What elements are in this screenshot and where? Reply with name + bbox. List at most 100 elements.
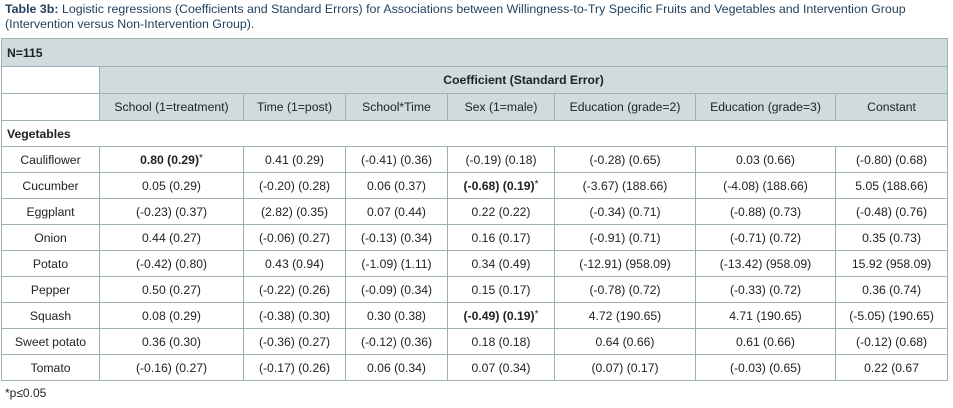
regression-table: N=115 Coefficient (Standard Error) Schoo… <box>0 38 949 381</box>
table-cell: (-0.88) (0.73) <box>695 198 836 225</box>
table-row: Tomato (-0.16) (0.27) (-0.17) (0.26) 0.06 (… <box>1 354 949 381</box>
row-label: Pepper <box>1 276 100 303</box>
cell-value: 0.36 (0.30) <box>142 334 201 349</box>
table-row: Cauliflower 0.80 (0.29)* 0.41 (0.29) (-0.41… <box>1 146 949 173</box>
cell-value: 0.22 (0.22) <box>471 204 531 219</box>
table-body: Cauliflower 0.80 (0.29)* 0.41 (0.29) (-0.41… <box>1 146 949 381</box>
column-header: Education (grade=3) <box>695 93 836 121</box>
cell-value: 0.08 (0.29) <box>142 308 201 323</box>
cell-value: (-13.42) (958.09) <box>719 256 812 271</box>
table-cell: (-0.42) (0.80) <box>99 250 244 277</box>
table-cell: 0.06 (0.37) <box>345 172 448 199</box>
table-cell: (-0.34) (0.71) <box>554 198 696 225</box>
table-row: Eggplant (-0.23) (0.37) (2.82) (0.35) 0.07 … <box>1 198 949 225</box>
cell-value: 5.05 (188.66) <box>855 178 928 193</box>
cell-value: 0.15 (0.17) <box>471 282 531 297</box>
table-cell: 0.41 (0.29) <box>243 146 346 173</box>
table-cell: (-1.09) (1.11) <box>345 250 448 277</box>
cell-value: 0.41 (0.29) <box>265 152 324 167</box>
cell-value: (-0.49) (0.19) <box>463 308 535 323</box>
table-cell: (-0.48) (0.76) <box>834 198 949 225</box>
row-label: Tomato <box>1 354 100 381</box>
cell-value: (-3.67) (188.66) <box>582 178 668 193</box>
cell-value: (-0.80) (0.68) <box>855 152 928 167</box>
significance-marker: * <box>534 178 539 190</box>
cell-value: (-1.09) (1.11) <box>361 256 432 271</box>
table-cell: (-0.49) (0.19)* <box>447 302 555 329</box>
cell-value: 0.06 (0.34) <box>367 360 426 375</box>
cell-value: (-0.16) (0.27) <box>135 360 208 375</box>
cell-value: (-0.12) (0.36) <box>360 334 433 349</box>
table-cell: (-0.71) (0.72) <box>695 224 836 251</box>
cell-value: 0.61 (0.66) <box>736 334 795 349</box>
cell-value: (-0.41) (0.36) <box>360 152 433 167</box>
table-cell: (-0.41) (0.36) <box>345 146 448 173</box>
cell-value: (-5.05) (190.65) <box>849 308 934 323</box>
table-row: Potato (-0.42) (0.80) 0.43 (0.94) (-1.09) (… <box>1 250 949 277</box>
table-cell: 0.80 (0.29)* <box>99 146 244 173</box>
row-label: Cucumber <box>1 172 100 199</box>
cell-value: 0.80 (0.29) <box>140 152 200 167</box>
cell-value: (-0.22) (0.26) <box>258 282 331 297</box>
cell-value: 4.72 (190.65) <box>588 308 662 323</box>
table-cell: 0.36 (0.74) <box>834 276 949 303</box>
cell-value: (-0.19) (0.18) <box>465 152 537 167</box>
table-row: Pepper 0.50 (0.27) (-0.22) (0.26) (-0.09) (… <box>1 276 949 303</box>
cell-value: 0.50 (0.27) <box>142 282 201 297</box>
table-cell: 0.03 (0.66) <box>695 146 836 173</box>
table-cell: (-5.05) (190.65) <box>834 302 949 329</box>
column-header: Education (grade=2) <box>554 93 696 121</box>
cell-value: 0.07 (0.34) <box>471 360 531 375</box>
cell-value: (-0.36) (0.27) <box>258 334 331 349</box>
table-cell: (-0.12) (0.68) <box>834 328 949 355</box>
table-cell: (-0.03) (0.65) <box>695 354 836 381</box>
table-cell: 15.92 (958.09) <box>834 250 949 277</box>
cell-value: 15.92 (958.09) <box>851 256 932 271</box>
table-cell: 0.15 (0.17) <box>447 276 555 303</box>
table-cell: 0.07 (0.44) <box>345 198 448 225</box>
section-label: Vegetables <box>0 120 949 147</box>
cell-value: (-0.48) (0.76) <box>855 204 928 219</box>
table-cell: (-4.08) (188.66) <box>695 172 836 199</box>
table-row: Cucumber 0.05 (0.29) (-0.20) (0.28) 0.06 (0… <box>1 172 949 199</box>
column-header: Constant <box>834 93 949 121</box>
table-cell: 0.08 (0.29) <box>99 302 244 329</box>
table-cell: (-12.91) (958.09) <box>554 250 696 277</box>
table-cell: 0.36 (0.30) <box>99 328 244 355</box>
table-cell: 0.05 (0.29) <box>99 172 244 199</box>
table-caption: Table 3b: Logistic regressions (Coeffici… <box>5 2 950 32</box>
footnote: *p≤0.05 <box>5 386 47 400</box>
cell-value: (-0.06) (0.27) <box>258 230 331 245</box>
table-cell: 0.35 (0.73) <box>834 224 949 251</box>
table-cell: 0.16 (0.17) <box>447 224 555 251</box>
cell-value: (-0.28) (0.65) <box>589 152 661 167</box>
cell-value: (-0.23) (0.37) <box>135 204 208 219</box>
table-cell: (-0.80) (0.68) <box>834 146 949 173</box>
table-cell: 0.64 (0.66) <box>554 328 696 355</box>
table-cell: 0.06 (0.34) <box>345 354 448 381</box>
table-cell: (-0.09) (0.34) <box>345 276 448 303</box>
cell-value: (-0.91) (0.71) <box>589 230 661 245</box>
cell-value: (-0.12) (0.68) <box>855 334 928 349</box>
cell-value: (-0.09) (0.34) <box>360 282 433 297</box>
cell-value: 0.06 (0.37) <box>367 178 426 193</box>
table-cell: (-0.06) (0.27) <box>243 224 346 251</box>
table-cell: 0.07 (0.34) <box>447 354 555 381</box>
table-cell: 0.34 (0.49) <box>447 250 555 277</box>
cell-value: (-0.03) (0.65) <box>729 360 802 375</box>
cell-value: (-0.71) (0.72) <box>729 230 802 245</box>
cell-value: (2.82) (0.35) <box>260 204 329 219</box>
coefficient-header: Coefficient (Standard Error) <box>98 66 949 94</box>
column-header: Time (1=post) <box>243 93 346 121</box>
cell-value: 0.07 (0.44) <box>367 204 426 219</box>
table-cell: (-13.42) (958.09) <box>695 250 836 277</box>
cell-value: (-0.38) (0.30) <box>258 308 331 323</box>
table-cell: 0.22 (0.22) <box>447 198 555 225</box>
cell-value: 4.71 (190.65) <box>729 308 802 323</box>
cell-value: (-0.34) (0.71) <box>589 204 661 219</box>
cell-value: 0.05 (0.29) <box>142 178 201 193</box>
column-header: Sex (1=male) <box>447 93 555 121</box>
table-cell: (-0.16) (0.27) <box>99 354 244 381</box>
table-cell: (-0.13) (0.34) <box>345 224 448 251</box>
cell-value: (-0.42) (0.80) <box>135 256 208 271</box>
